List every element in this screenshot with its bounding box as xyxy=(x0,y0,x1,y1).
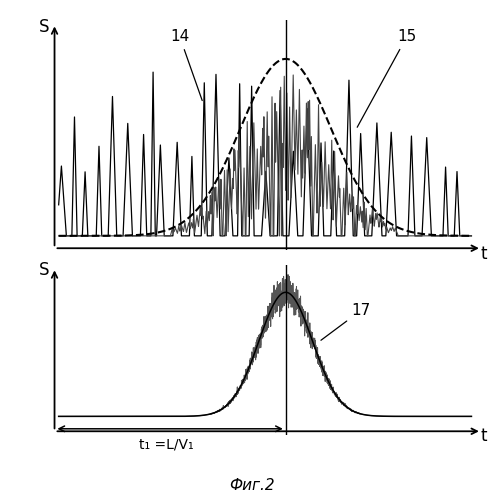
Text: t: t xyxy=(481,427,487,445)
Text: 14: 14 xyxy=(170,29,202,101)
Text: S: S xyxy=(39,261,49,279)
Text: t: t xyxy=(481,244,487,262)
Text: Фиг.2: Фиг.2 xyxy=(229,478,275,493)
Text: 17: 17 xyxy=(321,302,371,341)
Text: t₁ =L/V₁: t₁ =L/V₁ xyxy=(139,438,194,452)
Text: S: S xyxy=(39,18,49,36)
Text: 15: 15 xyxy=(357,29,416,128)
